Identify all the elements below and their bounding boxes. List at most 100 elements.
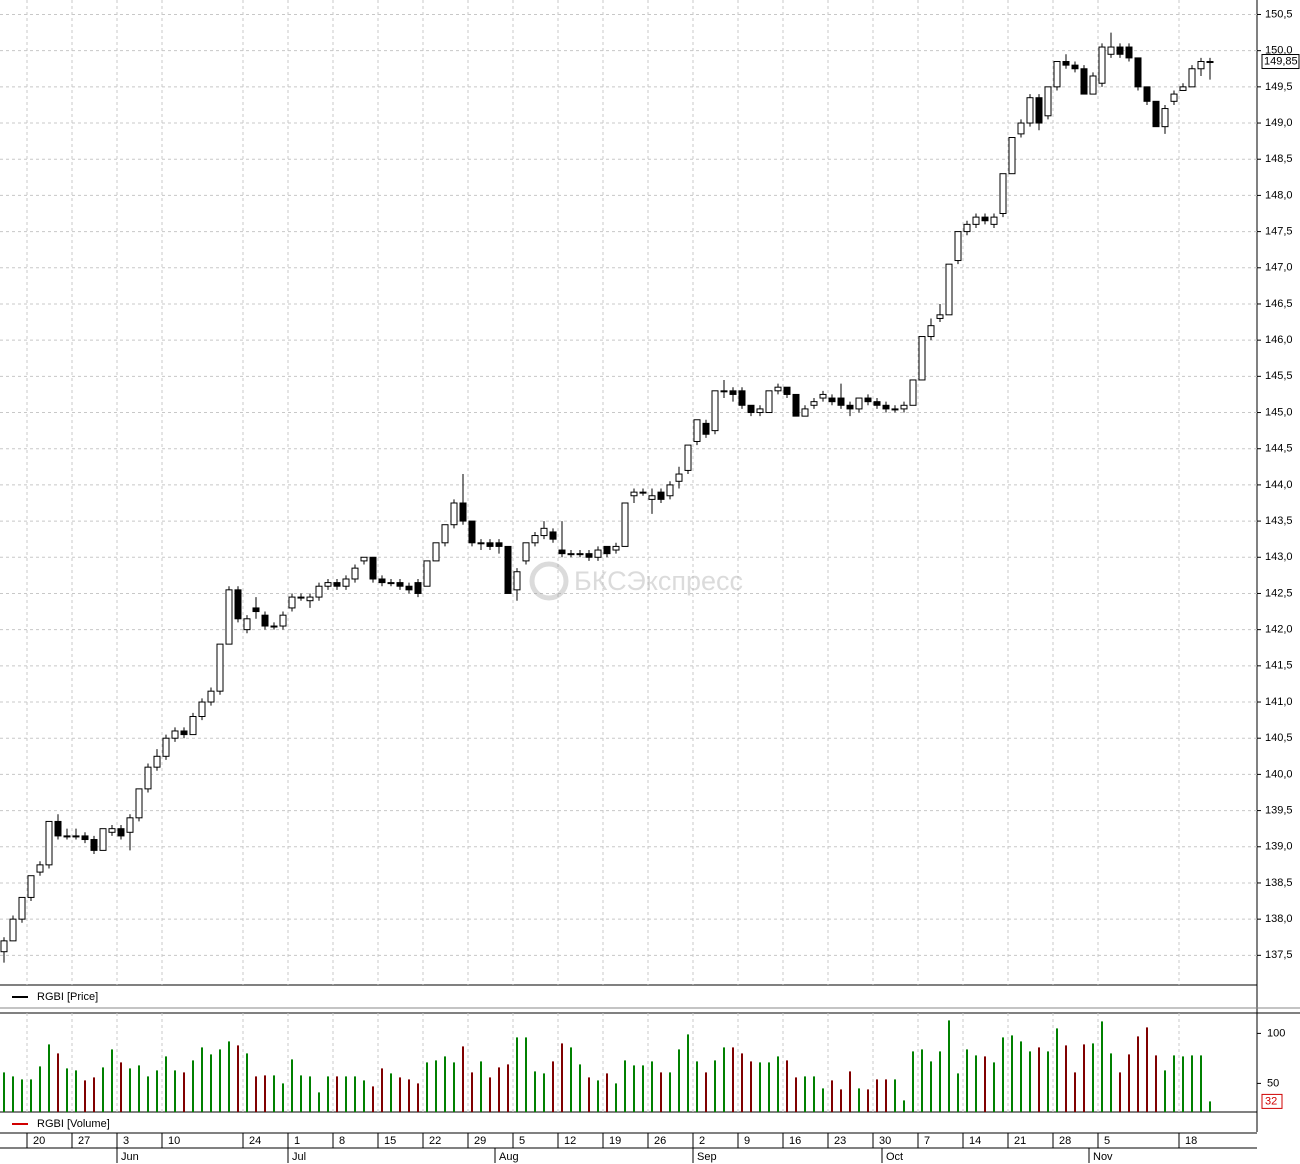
candle-body bbox=[882, 404, 890, 410]
x-tick-label: 8 bbox=[339, 1135, 345, 1147]
candle-body bbox=[900, 404, 908, 410]
candle-body bbox=[144, 766, 152, 790]
candle-body bbox=[432, 542, 440, 562]
candle-body bbox=[648, 495, 656, 500]
candle-body bbox=[1116, 46, 1124, 55]
candle-body bbox=[720, 390, 728, 393]
y-tick-label: 143,5 bbox=[1265, 515, 1293, 527]
candle-body bbox=[90, 839, 98, 851]
x-tick-label: 21 bbox=[1014, 1135, 1026, 1147]
legend-label: RGBI [Price] bbox=[37, 991, 98, 1003]
watermark-logo bbox=[529, 561, 569, 601]
x-tick-label: 7 bbox=[924, 1135, 930, 1147]
candle-body bbox=[153, 755, 161, 768]
candle-body bbox=[774, 386, 782, 392]
candle-body bbox=[945, 263, 953, 316]
y-tick-label: 140,5 bbox=[1265, 732, 1293, 744]
candle-body bbox=[189, 715, 197, 736]
y-tick-label: 139,5 bbox=[1265, 804, 1293, 816]
y-tick-label: 149,0 bbox=[1265, 117, 1293, 129]
x-tick-label: 3 bbox=[123, 1135, 129, 1147]
candle-body bbox=[54, 820, 62, 837]
y-tick-label: 140,0 bbox=[1265, 768, 1293, 780]
candle-body bbox=[333, 582, 341, 587]
y-tick-label: 150,5 bbox=[1265, 8, 1293, 20]
watermark-text: БКСЭкспресс bbox=[574, 566, 743, 596]
candle-body bbox=[630, 491, 638, 497]
candle-body bbox=[522, 542, 530, 562]
month-label: Jun bbox=[121, 1151, 139, 1163]
y-tick-label: 147,5 bbox=[1265, 226, 1293, 238]
candle-body bbox=[1017, 122, 1025, 135]
x-tick-label: 18 bbox=[1185, 1135, 1197, 1147]
candle-body bbox=[1170, 93, 1178, 102]
candle-body bbox=[981, 216, 989, 222]
candle-body bbox=[540, 527, 548, 537]
candle-body bbox=[1134, 57, 1142, 88]
y-tick-label: 142,0 bbox=[1265, 624, 1293, 636]
candle-body bbox=[252, 607, 260, 613]
candle-body bbox=[270, 625, 278, 628]
candle-body bbox=[468, 520, 476, 544]
candle-body bbox=[567, 553, 575, 556]
candle-body bbox=[486, 542, 494, 547]
x-tick-label: 24 bbox=[249, 1135, 261, 1147]
x-tick-label: 5 bbox=[519, 1135, 525, 1147]
candle-body bbox=[126, 817, 134, 833]
candle-body bbox=[963, 223, 971, 233]
candle-body bbox=[459, 502, 467, 522]
candle-body bbox=[72, 835, 80, 838]
candle-body bbox=[162, 737, 170, 757]
candle-body bbox=[45, 820, 53, 866]
candle-body bbox=[621, 502, 629, 547]
x-tick-label: 30 bbox=[879, 1135, 891, 1147]
candle-body bbox=[198, 701, 206, 717]
x-tick-label: 27 bbox=[78, 1135, 90, 1147]
candle-body bbox=[405, 585, 413, 591]
y-tick-label: 144,5 bbox=[1265, 443, 1293, 455]
candle-body bbox=[351, 567, 359, 580]
x-tick-label: 14 bbox=[969, 1135, 981, 1147]
candle-body bbox=[684, 444, 692, 471]
candle-body bbox=[837, 397, 845, 406]
candle-body bbox=[1062, 61, 1070, 66]
month-label: Jul bbox=[292, 1151, 306, 1163]
candle-body bbox=[1125, 46, 1133, 59]
candle-body bbox=[909, 379, 917, 406]
candle-body bbox=[918, 336, 926, 381]
candle-body bbox=[576, 553, 584, 556]
candle-body bbox=[216, 643, 224, 692]
candle-body bbox=[954, 231, 962, 262]
candle-body bbox=[297, 596, 305, 599]
candle-body bbox=[315, 585, 323, 598]
candle-body bbox=[639, 491, 647, 494]
y-tick-label: 147,0 bbox=[1265, 262, 1293, 274]
candle-body bbox=[693, 419, 701, 442]
candle-body bbox=[603, 545, 611, 555]
candle-body bbox=[234, 589, 242, 620]
x-tick-label: 23 bbox=[834, 1135, 846, 1147]
candle-body bbox=[558, 549, 566, 555]
candle-body bbox=[99, 828, 107, 851]
candle-body bbox=[765, 390, 773, 414]
y-tick-label: 150,0 bbox=[1265, 45, 1293, 57]
candle-body bbox=[261, 614, 269, 627]
x-tick-label: 19 bbox=[609, 1135, 621, 1147]
candle-body bbox=[1197, 61, 1205, 70]
candle-body bbox=[747, 404, 755, 414]
x-tick-label: 12 bbox=[564, 1135, 576, 1147]
y-tick-label: 142,5 bbox=[1265, 587, 1293, 599]
y-tick-label: 146,5 bbox=[1265, 298, 1293, 310]
y-tick-label: 50 bbox=[1267, 1077, 1279, 1089]
y-tick-label: 144,0 bbox=[1265, 479, 1293, 491]
candle-body bbox=[369, 556, 377, 580]
x-tick-label: 5 bbox=[1104, 1135, 1110, 1147]
candle-body bbox=[1188, 68, 1196, 88]
candle-body bbox=[792, 393, 800, 417]
candle-body bbox=[1008, 137, 1016, 175]
y-tick-label: 149,5 bbox=[1265, 81, 1293, 93]
y-tick-label: 148,5 bbox=[1265, 153, 1293, 165]
candle-body bbox=[1053, 61, 1061, 88]
candle-body bbox=[207, 690, 215, 703]
